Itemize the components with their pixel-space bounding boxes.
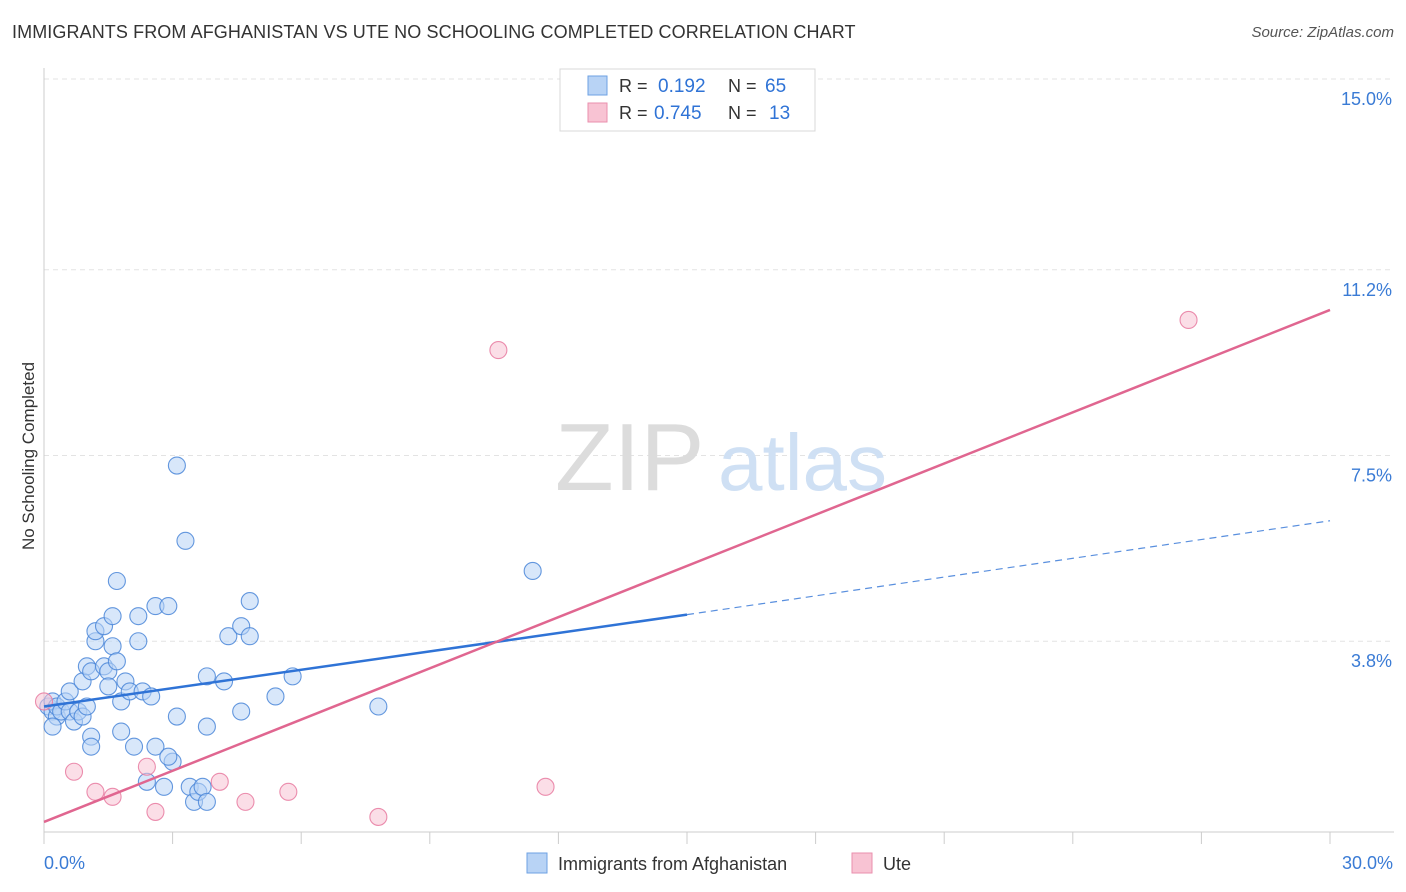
gridlines xyxy=(44,78,1394,642)
watermark-atlas: atlas xyxy=(718,418,887,507)
point-afghanistan-42 xyxy=(193,777,212,796)
point-afghanistan-56 xyxy=(112,722,131,741)
chart-title: IMMIGRANTS FROM AFGHANISTAN VS UTE NO SC… xyxy=(12,22,856,42)
point-afghanistan-53 xyxy=(523,561,542,581)
point-afghanistan-46 xyxy=(219,627,238,646)
tick-labels: 3.8% 7.5% 11.2% 15.0% 0.0% 30.0% xyxy=(44,89,1393,873)
point-afghanistan-23 xyxy=(103,607,122,626)
series-legend-swatch-afghanistan xyxy=(526,852,548,874)
trend-line-afghanistan xyxy=(43,613,688,708)
point-afghanistan-64 xyxy=(232,702,251,721)
point-afghanistan-59 xyxy=(146,737,165,756)
point-ute-0 xyxy=(34,692,54,711)
series-legend-label-ute: Ute xyxy=(883,854,911,874)
point-afghanistan-62 xyxy=(167,707,186,726)
point-afghanistan-49 xyxy=(240,592,259,611)
point-afghanistan-61 xyxy=(159,747,178,766)
y-tick-label-0: 3.8% xyxy=(1351,651,1392,671)
point-ute-4 xyxy=(137,757,156,776)
series-legend: Immigrants from Afghanistan Ute xyxy=(526,852,911,874)
point-afghanistan-30 xyxy=(129,632,148,651)
point-ute-11 xyxy=(536,777,555,796)
point-afghanistan-43 xyxy=(197,667,216,686)
stats-legend: R = 0.192 N = 65 R = 0.745 N = 13 xyxy=(559,68,816,132)
watermark: ZIP atlas xyxy=(555,404,887,511)
point-afghanistan-44 xyxy=(197,792,216,811)
point-afghanistan-50 xyxy=(266,687,285,706)
point-afghanistan-63 xyxy=(197,717,216,736)
point-afghanistan-55 xyxy=(82,737,101,756)
point-ute-6 xyxy=(210,772,229,791)
point-afghanistan-13 xyxy=(60,682,79,701)
y-tick-label-3: 15.0% xyxy=(1341,89,1392,109)
point-afghanistan-6 xyxy=(43,717,62,736)
data-points xyxy=(34,310,1198,826)
legend-swatch-ute xyxy=(587,102,608,123)
point-ute-12 xyxy=(1179,310,1198,330)
y-tick-label-2: 11.2% xyxy=(1342,280,1392,300)
point-afghanistan-48 xyxy=(240,627,259,646)
legend-r-label-2: R = xyxy=(619,103,653,123)
trend-lines xyxy=(43,308,1331,824)
x-tick-label-0: 0.0% xyxy=(44,853,85,873)
point-ute-10 xyxy=(489,341,508,360)
legend-r-value-2: 0.745 xyxy=(654,103,702,124)
legend-swatch-afghanistan xyxy=(587,75,608,96)
point-afghanistan-25 xyxy=(107,652,126,671)
watermark-zip: ZIP xyxy=(555,404,704,511)
trend-line-afghanistan-extension xyxy=(686,520,1331,616)
point-ute-9 xyxy=(369,807,388,826)
trend-line-ute xyxy=(43,308,1331,824)
legend-n-label-1: N = xyxy=(728,76,762,96)
legend-n-value-1: 65 xyxy=(765,76,786,97)
point-afghanistan-26 xyxy=(107,571,126,591)
series-legend-label-afghanistan: Immigrants from Afghanistan xyxy=(558,854,787,874)
point-afghanistan-35 xyxy=(159,597,178,616)
point-afghanistan-38 xyxy=(176,531,195,550)
source-credit: Source: ZipAtlas.com xyxy=(1251,24,1394,41)
point-afghanistan-60 xyxy=(154,777,174,796)
point-ute-8 xyxy=(279,782,298,801)
point-ute-5 xyxy=(146,802,165,821)
y-axis-label: No Schooling Completed xyxy=(19,362,38,550)
x-tick-label-1: 30.0% xyxy=(1342,853,1393,873)
point-afghanistan-24 xyxy=(103,637,122,656)
point-afghanistan-37 xyxy=(167,456,186,475)
legend-n-value-2: 13 xyxy=(769,103,790,124)
point-afghanistan-31 xyxy=(129,607,148,626)
y-tick-label-1: 7.5% xyxy=(1351,466,1392,486)
point-ute-1 xyxy=(64,762,84,781)
point-afghanistan-57 xyxy=(124,737,144,756)
point-afghanistan-22 xyxy=(99,677,118,696)
series-legend-swatch-ute xyxy=(851,852,873,874)
point-afghanistan-52 xyxy=(369,697,388,716)
point-afghanistan-12 xyxy=(77,697,96,716)
legend-r-value-1: 0.192 xyxy=(658,76,706,97)
legend-n-label-2: N = xyxy=(728,103,762,123)
point-ute-7 xyxy=(236,792,255,811)
legend-r-label-1: R = xyxy=(619,76,653,96)
